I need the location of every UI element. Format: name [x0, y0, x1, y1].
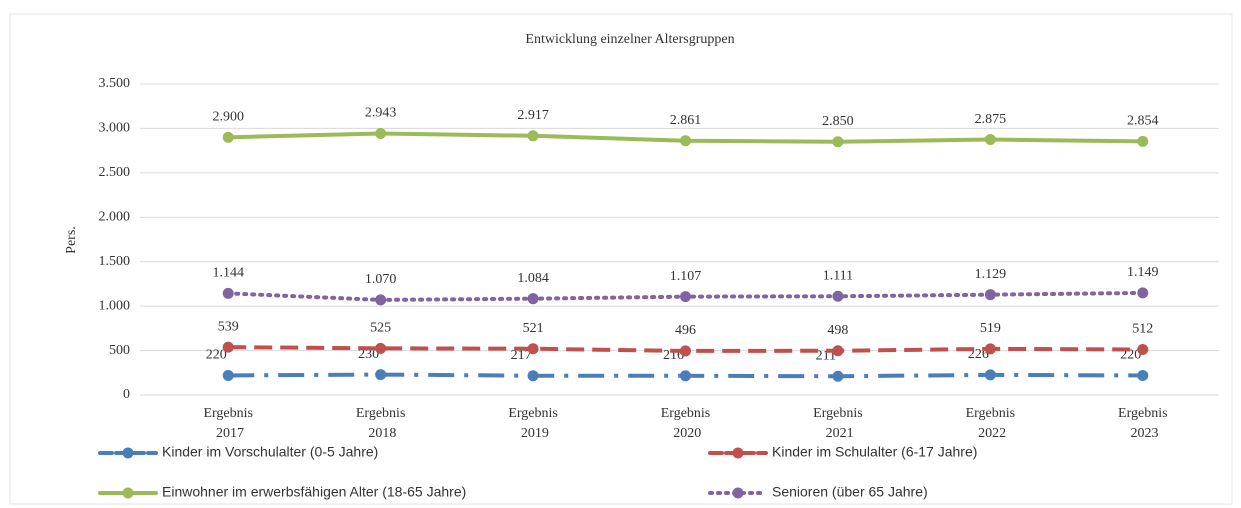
- data-point: [1137, 287, 1149, 299]
- y-axis-label: Pers.: [64, 226, 79, 254]
- data-point: [680, 291, 691, 303]
- data-label: 498: [827, 323, 848, 338]
- data-label: 512: [1132, 322, 1153, 337]
- data-label: 1.084: [517, 271, 549, 286]
- y-tick-label: 2.500: [99, 165, 131, 180]
- data-point: [375, 294, 387, 306]
- legend-label: Einwohner im erwerbsfähigen Alter (18-65…: [162, 484, 466, 500]
- data-point: [832, 345, 844, 357]
- data-point: [1137, 135, 1149, 147]
- data-point: [1137, 369, 1149, 381]
- x-tick-label: Ergebnis 2021: [813, 406, 863, 441]
- x-tick-label: Ergebnis 2020: [661, 406, 711, 441]
- legend-marker: [122, 487, 134, 499]
- legend-marker: [122, 447, 134, 459]
- legend-marker: [732, 447, 744, 459]
- data-point: [222, 131, 234, 143]
- data-point: [832, 290, 844, 302]
- data-label: 2.850: [822, 114, 854, 129]
- data-point: [527, 343, 539, 355]
- y-tick-label: 3.500: [99, 76, 131, 91]
- data-point: [1137, 344, 1149, 356]
- data-point: [527, 130, 539, 142]
- data-label: 1.070: [365, 272, 397, 287]
- legend-label: Kinder im Vorschulalter (0-5 Jahre): [162, 444, 378, 460]
- data-point: [222, 287, 234, 299]
- data-label: 1.107: [670, 269, 702, 284]
- data-point: [680, 345, 691, 357]
- data-point: [680, 370, 691, 382]
- data-point: [984, 289, 996, 301]
- data-point: [527, 293, 539, 305]
- data-label: 521: [523, 321, 544, 336]
- data-label: 539: [218, 319, 239, 334]
- data-point: [375, 342, 387, 354]
- data-point: [222, 341, 234, 353]
- legend-label: Kinder im Schulalter (6-17 Jahre): [772, 444, 977, 460]
- data-label: 2.917: [517, 108, 549, 123]
- x-tick-label: Ergebnis 2019: [508, 406, 558, 441]
- legend-marker: [732, 487, 744, 499]
- data-label: 217: [511, 348, 532, 363]
- data-point: [375, 127, 387, 139]
- y-tick-label: 2.000: [99, 210, 131, 225]
- data-label: 519: [980, 321, 1001, 336]
- data-label: 496: [675, 323, 696, 338]
- y-tick-label: 1.000: [99, 298, 131, 313]
- data-label: 2.943: [365, 106, 397, 121]
- data-label: 230: [358, 347, 379, 362]
- data-point: [832, 136, 844, 148]
- data-label: 1.129: [975, 267, 1007, 282]
- data-point: [375, 369, 387, 381]
- data-label: 220: [206, 348, 227, 363]
- y-tick-label: 500: [109, 343, 130, 358]
- legend-label: Senioren (über 65 Jahre): [772, 484, 928, 500]
- data-label: 1.149: [1127, 265, 1159, 280]
- data-label: 2.875: [975, 112, 1007, 127]
- y-tick-label: 0: [123, 387, 130, 402]
- chart-title: Entwicklung einzelner Altersgruppen: [525, 32, 734, 47]
- data-point: [984, 369, 996, 381]
- data-point: [680, 135, 691, 147]
- data-point: [222, 369, 234, 381]
- x-tick-label: Ergebnis 2023: [1118, 406, 1168, 441]
- data-point: [832, 370, 844, 382]
- data-point: [984, 343, 996, 355]
- x-tick-label: Ergebnis 2017: [203, 406, 253, 441]
- data-label: 2.854: [1127, 114, 1159, 129]
- x-tick-label: Ergebnis 2022: [966, 406, 1016, 441]
- data-label: 525: [370, 321, 391, 336]
- data-label: 1.144: [212, 266, 244, 281]
- data-label: 2.900: [212, 110, 244, 125]
- y-tick-label: 1.500: [99, 254, 131, 269]
- data-label: 2.861: [670, 113, 702, 128]
- y-tick-label: 3.000: [99, 121, 131, 136]
- data-point: [527, 370, 539, 382]
- data-label: 1.111: [823, 268, 853, 283]
- data-point: [984, 134, 996, 146]
- x-tick-label: Ergebnis 2018: [356, 406, 406, 441]
- chart-frame: [9, 13, 1233, 505]
